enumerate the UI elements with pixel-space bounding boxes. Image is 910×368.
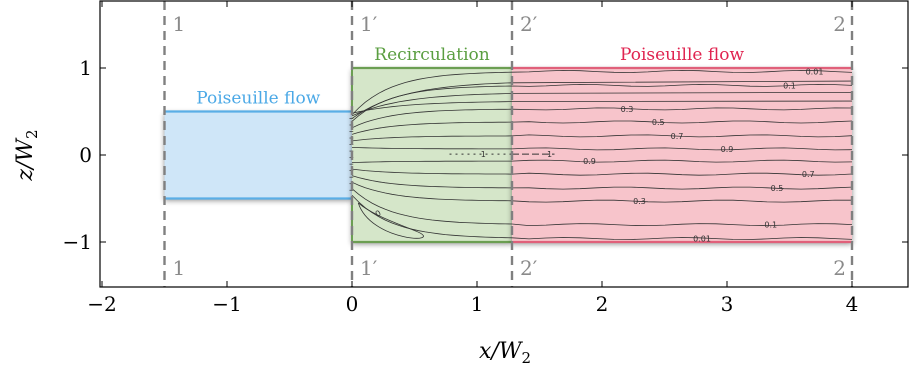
xtick-label-6: 4 bbox=[846, 292, 859, 316]
ytick-label-2: −1 bbox=[63, 230, 92, 254]
y-axis-label: z/W2 bbox=[13, 129, 41, 181]
region-label-1: Recirculation bbox=[374, 45, 489, 65]
section-top-label-2: 2′ bbox=[520, 12, 538, 36]
region-fill-0 bbox=[164, 111, 352, 199]
contour-extra-2 bbox=[351, 80, 853, 119]
contour-label-upper-3: 0.5 bbox=[652, 118, 665, 127]
section-lines: 1 1 1′ 1′ 2′ 2′ 2 2 bbox=[163, 1, 854, 287]
contour-label-lower-2: 0.5 bbox=[771, 184, 784, 193]
contour-extra-1 bbox=[351, 91, 853, 117]
region-label-2: Poiseuille flow bbox=[620, 45, 745, 65]
corner-vortex-contour bbox=[357, 202, 424, 239]
section-bottom-label-2: 2′ bbox=[520, 256, 538, 280]
contour-upper-2 bbox=[351, 107, 853, 129]
x-axis-ticks: −2 −1 0 1 2 3 4 bbox=[87, 1, 858, 316]
contour-label-upper-5: 0.9 bbox=[721, 145, 734, 154]
contour-extra-0 bbox=[351, 100, 853, 114]
contour-upper-5 bbox=[351, 146, 853, 151]
region-fill-2 bbox=[512, 68, 852, 242]
contour-label-upper-4: 0.7 bbox=[671, 132, 684, 141]
ytick-label-0: 1 bbox=[79, 56, 92, 80]
contour-upper-3 bbox=[351, 120, 853, 135]
xtick-label-4: 2 bbox=[596, 292, 609, 316]
contour-upper-0 bbox=[351, 69, 853, 116]
contour-lower-2 bbox=[351, 175, 853, 190]
section-bottom-label-3: 2 bbox=[833, 256, 846, 280]
contour-lower-5 bbox=[351, 194, 853, 240]
section-bottom-label-1: 1′ bbox=[360, 256, 378, 280]
contour-label-lower-1: 0.7 bbox=[802, 170, 815, 179]
centerline-label-a: 1 bbox=[481, 150, 486, 159]
corner-contour-label: 0 bbox=[374, 209, 383, 219]
xtick-label-2: 0 bbox=[346, 292, 359, 316]
contour-label-lower-5: 0.01 bbox=[693, 235, 711, 244]
contour-label-lower-4: 0.1 bbox=[764, 221, 777, 230]
contour-label-upper-0: 0.01 bbox=[806, 67, 824, 76]
contour-lower-0 bbox=[351, 159, 853, 164]
ytick-label-1: 0 bbox=[79, 143, 92, 167]
contour-lower-1 bbox=[351, 168, 853, 176]
xtick-label-5: 3 bbox=[721, 292, 734, 316]
xtick-label-1: −1 bbox=[212, 292, 241, 316]
contour-label-lower-0: 0.9 bbox=[583, 157, 596, 166]
region-label-0: Poiseuille flow bbox=[196, 89, 321, 109]
contour-lower-4 bbox=[351, 188, 853, 227]
contour-label-lower-3: 0.3 bbox=[633, 197, 646, 206]
section-bottom-label-0: 1 bbox=[173, 256, 186, 280]
centerline-label-b: 1 bbox=[547, 150, 552, 159]
contour-lower-3 bbox=[351, 181, 853, 203]
section-top-label-1: 1′ bbox=[360, 12, 378, 36]
section-top-label-3: 2 bbox=[833, 12, 846, 36]
contour-upper-4 bbox=[351, 134, 853, 142]
x-axis-label: x/W2 bbox=[479, 339, 531, 367]
xtick-label-3: 1 bbox=[471, 292, 484, 316]
contour-label-upper-1: 0.1 bbox=[783, 81, 796, 90]
xtick-label-0: −2 bbox=[87, 292, 116, 316]
plot-frame bbox=[99, 0, 909, 288]
flow-regions: Poiseuille flow Recirculation Poiseuille f… bbox=[164, 45, 852, 244]
contour-lines: 0.01 0.1 0.3 0.5 0.7 0.9 0.9 0.7 0.5 0.3 0.1 0.01 0 1… bbox=[349, 67, 853, 244]
y-axis-ticks: 1 0 −1 bbox=[63, 56, 908, 254]
contour-label-upper-2: 0.3 bbox=[621, 105, 634, 114]
section-top-label-0: 1 bbox=[173, 12, 186, 36]
